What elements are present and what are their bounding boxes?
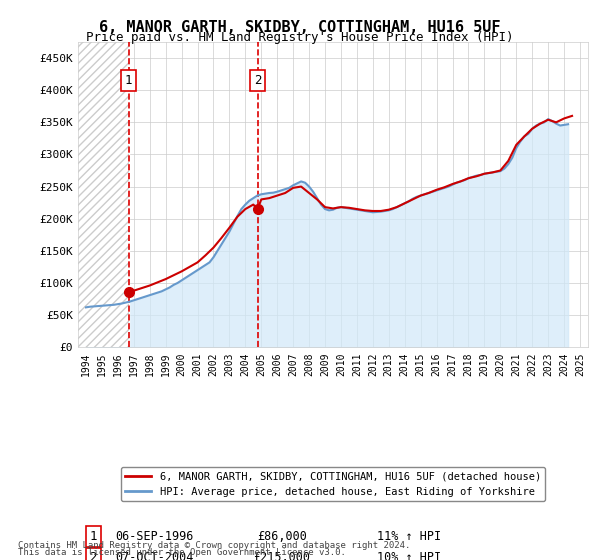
Text: 6, MANOR GARTH, SKIDBY, COTTINGHAM, HU16 5UF: 6, MANOR GARTH, SKIDBY, COTTINGHAM, HU16… xyxy=(99,20,501,35)
Text: Price paid vs. HM Land Registry's House Price Index (HPI): Price paid vs. HM Land Registry's House … xyxy=(86,31,514,44)
Text: 2: 2 xyxy=(89,551,97,560)
Text: 11% ↑ HPI: 11% ↑ HPI xyxy=(377,530,442,543)
Legend: 6, MANOR GARTH, SKIDBY, COTTINGHAM, HU16 5UF (detached house), HPI: Average pric: 6, MANOR GARTH, SKIDBY, COTTINGHAM, HU16… xyxy=(121,467,545,501)
Text: This data is licensed under the Open Government Licence v3.0.: This data is licensed under the Open Gov… xyxy=(18,548,346,557)
Text: £86,000: £86,000 xyxy=(257,530,307,543)
Text: 06-SEP-1996: 06-SEP-1996 xyxy=(115,530,194,543)
Text: Contains HM Land Registry data © Crown copyright and database right 2024.: Contains HM Land Registry data © Crown c… xyxy=(18,541,410,550)
Bar xyxy=(78,42,128,347)
Text: 1: 1 xyxy=(125,74,133,87)
Text: £215,000: £215,000 xyxy=(254,551,311,560)
Text: 10% ↑ HPI: 10% ↑ HPI xyxy=(377,551,442,560)
Text: 1: 1 xyxy=(89,530,97,543)
Bar xyxy=(78,42,128,347)
Text: 2: 2 xyxy=(254,74,262,87)
Text: 07-OCT-2004: 07-OCT-2004 xyxy=(115,551,194,560)
